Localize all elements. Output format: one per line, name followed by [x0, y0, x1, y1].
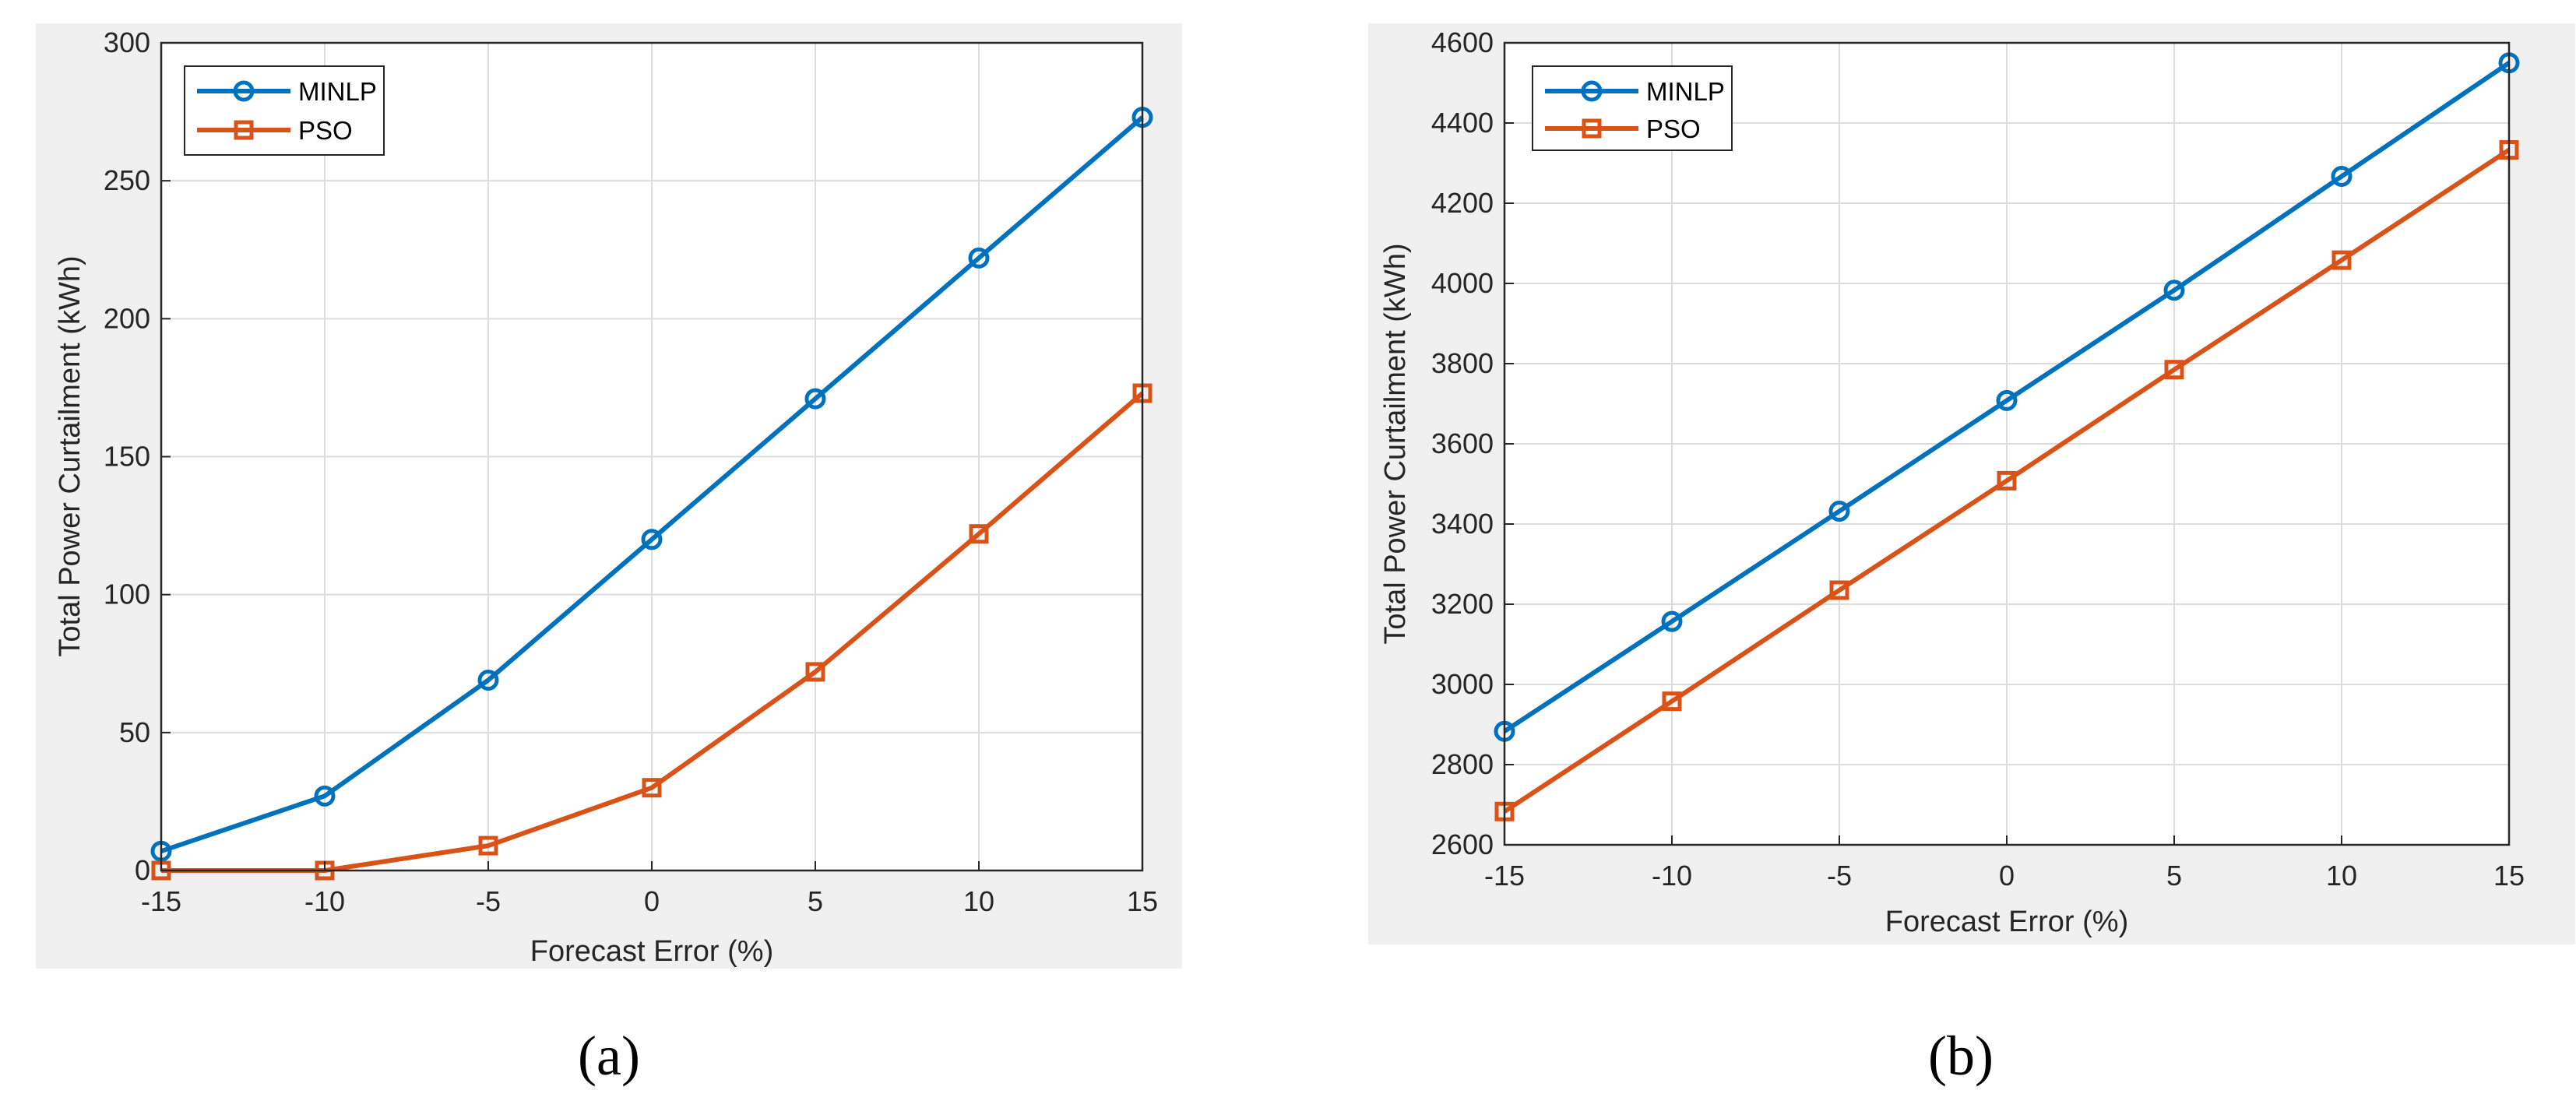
x-tick-label: -10: [1652, 860, 1692, 892]
x-tick-label: -15: [1484, 860, 1525, 892]
chart-panel-b: -15 -10 -5 0 5 10 15 2600 2800 3000 3200 3400 3600 38…: [1368, 23, 2575, 1087]
data-point-minlp: [2163, 280, 2185, 301]
legend-label-minlp: MINLP: [298, 77, 377, 106]
y-tick-label: 4000: [1431, 267, 1494, 299]
data-point-minlp: [314, 785, 336, 807]
y-tick-label: 200: [104, 302, 150, 334]
data-point-pso: [1997, 470, 2017, 491]
data-point-minlp: [641, 529, 663, 550]
y-tick-label: 250: [104, 164, 150, 196]
data-point-pso: [805, 662, 825, 682]
x-tick-label: -5: [476, 885, 501, 917]
legend-marker-minlp: [1581, 80, 1603, 102]
y-tick-label: 3800: [1431, 347, 1494, 379]
y-tick-label: 3600: [1431, 427, 1494, 459]
data-point-minlp: [804, 388, 826, 410]
y-tick-label: 3000: [1431, 668, 1494, 700]
legend-label-pso: PSO: [1646, 114, 1701, 143]
y-tick-label: 4400: [1431, 107, 1494, 139]
x-tick-label: -5: [1827, 860, 1852, 892]
x-tick-label: 5: [808, 885, 823, 917]
x-tick-label: -10: [304, 885, 345, 917]
legend-marker-minlp: [233, 80, 255, 102]
x-tick-label: 0: [1999, 860, 2015, 892]
legend-a: MINLP PSO: [184, 65, 385, 156]
data-point-pso: [642, 778, 662, 798]
y-axis-label-b: Total Power Curtailment (kWh): [1379, 243, 1412, 644]
legend-label-pso: PSO: [298, 116, 353, 145]
legend-box-b: [1532, 65, 1733, 151]
data-point-minlp: [2331, 165, 2353, 187]
y-tick-label: 2800: [1431, 748, 1494, 780]
y-tick-label: 300: [104, 26, 150, 58]
legend-b: MINLP PSO: [1532, 65, 1733, 151]
caption-b: (b): [1928, 1025, 1994, 1087]
legend-label-minlp: MINLP: [1646, 77, 1725, 106]
x-tick-label: 0: [644, 885, 660, 917]
data-point-minlp: [1996, 389, 2018, 411]
x-axis-label-a: Forecast Error (%): [530, 935, 773, 968]
x-tick-label: 5: [2166, 860, 2182, 892]
data-point-minlp: [1828, 501, 1850, 522]
data-point-minlp: [968, 247, 990, 269]
series-line-minlp: [1503, 61, 2511, 733]
x-tick-label: 10: [2326, 860, 2357, 892]
legend-marker-pso: [234, 120, 254, 140]
y-tick-label: 4200: [1431, 187, 1494, 219]
y-tick-label: 3400: [1431, 508, 1494, 540]
x-tick-label: 10: [963, 885, 994, 917]
data-point-pso: [1829, 580, 1849, 600]
ticks-b: -15 -10 -5 0 5 10 15 2600 2800 3000 3200 3400 3600 38…: [1431, 26, 2525, 892]
y-tick-label: 150: [104, 441, 150, 473]
data-point-pso: [2164, 360, 2184, 380]
series-layer-b: [1494, 52, 2520, 821]
caption-a: (a): [578, 1025, 640, 1087]
y-tick-label: 3200: [1431, 588, 1494, 620]
x-axis-label-b: Forecast Error (%): [1885, 906, 2128, 938]
data-point-minlp: [1661, 610, 1683, 632]
y-tick-label: 2600: [1431, 828, 1494, 860]
series-line-pso: [1503, 147, 2511, 814]
x-tick-label: -15: [141, 885, 181, 917]
y-tick-label: 100: [104, 579, 150, 610]
legend-marker-pso: [1582, 118, 1602, 139]
y-tick-label: 4600: [1431, 26, 1494, 58]
data-point-minlp: [477, 670, 499, 691]
data-point-pso: [2331, 250, 2352, 270]
x-tick-label: 15: [1127, 885, 1158, 917]
x-tick-label: 15: [2493, 860, 2525, 892]
data-point-pso: [478, 835, 498, 856]
data-point-pso: [1662, 691, 1682, 712]
legend-box-a: [184, 65, 385, 156]
y-tick-label: 50: [119, 716, 150, 748]
y-tick-label: 0: [135, 854, 150, 886]
y-axis-label-a: Total Power Curtailment (kWh): [54, 255, 86, 656]
series-line-minlp: [160, 115, 1144, 854]
data-point-pso: [969, 524, 989, 544]
